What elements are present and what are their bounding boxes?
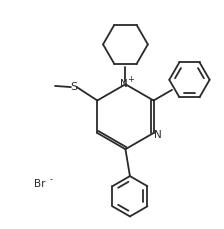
- Text: +: +: [127, 75, 134, 84]
- Text: N: N: [154, 130, 162, 140]
- Text: S: S: [71, 82, 78, 92]
- Text: N: N: [120, 79, 127, 89]
- Text: -: -: [50, 175, 53, 184]
- Text: Br: Br: [34, 179, 45, 189]
